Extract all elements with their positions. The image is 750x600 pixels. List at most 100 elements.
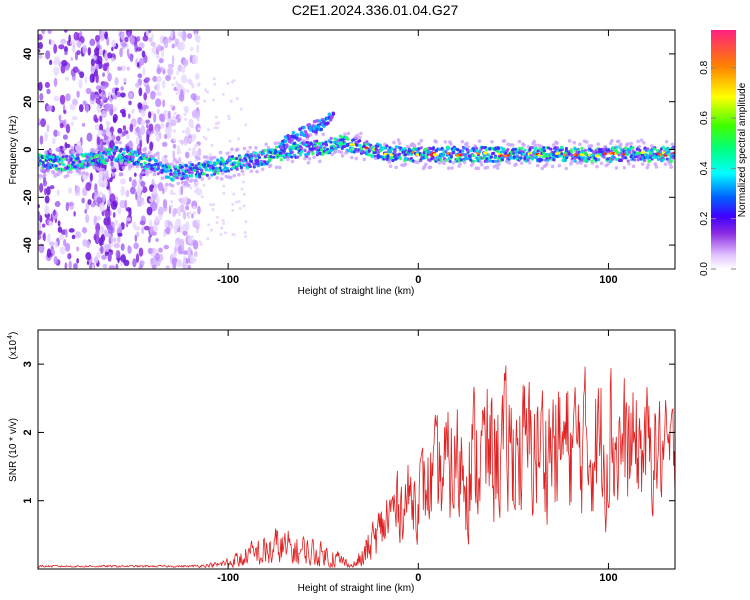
ridge-halo-blob [340, 154, 345, 158]
faint-blob [205, 90, 209, 94]
ridge-core-blob [562, 153, 568, 157]
noise-blob [167, 110, 171, 120]
noise-blob [163, 244, 170, 250]
noise-blob [117, 232, 123, 237]
ridge-blob [496, 145, 500, 150]
ridge-halo-blob [519, 161, 524, 165]
noise-blob [140, 109, 146, 117]
ridge-blob [269, 154, 273, 159]
ridge-blob [650, 149, 654, 153]
noise-blob [96, 232, 100, 243]
ridge-core-blob [483, 151, 488, 155]
ridge-blob [184, 173, 189, 178]
noise-blob [70, 121, 74, 126]
faint-blob [170, 200, 174, 204]
ridge-blob [72, 155, 76, 159]
noise-blob [85, 87, 92, 95]
ridge-halo-blob [343, 132, 347, 136]
ridge-blob [245, 161, 249, 165]
faint-blob [198, 240, 202, 244]
noise-blob [119, 108, 126, 114]
noise-blob [121, 131, 127, 137]
ridge-halo-blob [165, 182, 169, 187]
faint-blob [173, 112, 177, 116]
noise-blob [64, 262, 68, 269]
ridge-halo-blob [160, 176, 165, 181]
noise-blob [68, 228, 75, 233]
noise-blob [171, 43, 176, 49]
ridge-blob [38, 162, 43, 166]
ridge-blob [329, 136, 333, 140]
noise-blob [171, 115, 176, 121]
noise-blob [63, 238, 67, 247]
noise-blob [38, 48, 41, 53]
faint-blob [174, 119, 178, 123]
ridge-halo-blob [59, 170, 63, 174]
noise-blob [163, 39, 169, 49]
ridge-blob [306, 140, 310, 145]
ridge-halo-blob [321, 132, 326, 137]
noise-blob [191, 213, 194, 219]
noise-blob [76, 90, 80, 98]
noise-blob [138, 265, 143, 269]
noise-blob [109, 193, 116, 203]
noise-blob [56, 189, 61, 197]
noise-blob [151, 264, 157, 269]
ridge-blob [391, 158, 395, 163]
noise-blob [81, 227, 87, 234]
noise-blob [46, 124, 50, 133]
noise-blob [98, 191, 103, 196]
ridge-halo-blob [175, 160, 179, 164]
ridge-halo-blob [572, 140, 577, 145]
ridge-blob [169, 169, 173, 173]
ridge-blob [461, 149, 465, 153]
ridge-halo-blob [575, 161, 580, 165]
ridge-blob [195, 170, 200, 174]
noise-blob [38, 118, 41, 124]
noise-blob [142, 35, 149, 42]
noise-blob [192, 54, 198, 65]
noise-blob [65, 93, 71, 102]
noise-blob [56, 131, 61, 137]
noise-blob [98, 129, 103, 136]
noise-blob [52, 137, 56, 145]
ridge-halo-blob [193, 178, 198, 183]
ridge-halo-blob [443, 140, 448, 144]
ridge-halo-blob [121, 166, 126, 170]
ridge-blob [174, 165, 178, 169]
ridge-core-blob [580, 153, 585, 157]
ridge-blob [238, 155, 242, 159]
ridge-blob [93, 163, 97, 167]
noise-blob [58, 44, 65, 50]
noise-blob [118, 172, 124, 177]
ridge-halo-blob [219, 177, 224, 181]
noise-blob [172, 261, 177, 269]
noise-blob [189, 254, 196, 265]
ridge-blob [393, 149, 397, 153]
noise-blob [146, 206, 153, 216]
ridge-blob [305, 154, 309, 159]
ridge-blob [235, 167, 239, 171]
noise-blob [151, 201, 158, 212]
noise-blob [171, 54, 175, 65]
faint-blob [222, 184, 226, 188]
noise-blob [73, 211, 76, 217]
ridge-blob [275, 145, 279, 149]
ridge-halo-blob [135, 164, 140, 169]
snr-frame [37, 329, 676, 570]
ridge-blob [495, 149, 500, 153]
noise-blob [134, 234, 138, 243]
branch-blob [292, 141, 297, 146]
noise-blob [101, 193, 106, 203]
faint-blob [195, 187, 199, 191]
ridge-blob [140, 165, 144, 169]
noise-blob [125, 217, 132, 222]
ridge-blob [642, 158, 647, 163]
ridge-blob [214, 166, 219, 170]
ridge-blob [648, 159, 652, 163]
ridge-halo-blob [126, 142, 130, 147]
noise-blob [89, 73, 95, 84]
ridge-halo-blob [38, 173, 43, 178]
faint-blob [192, 146, 196, 150]
ridge-halo-blob [555, 141, 559, 146]
